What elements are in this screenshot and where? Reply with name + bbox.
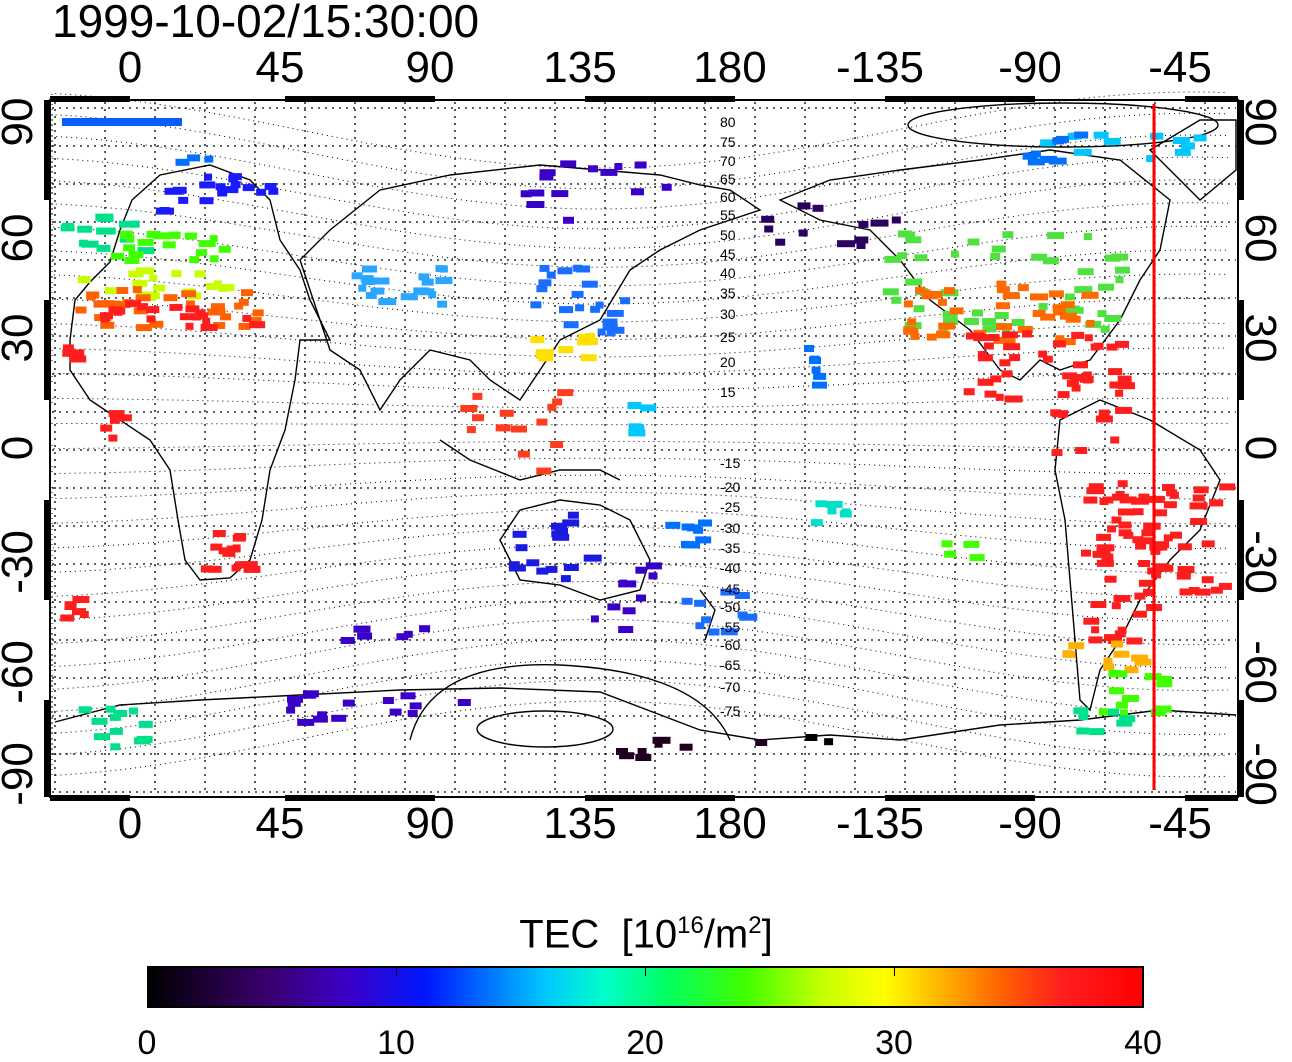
svg-text:-15: -15 xyxy=(720,455,740,471)
svg-text:-60: -60 xyxy=(720,637,740,653)
svg-text:55: 55 xyxy=(720,207,736,223)
coastlines xyxy=(54,102,1237,748)
colorbar-unit-end: ] xyxy=(761,912,773,957)
x-tick-top: -90 xyxy=(998,43,1062,92)
colorbar-tick: 30 xyxy=(875,1024,913,1062)
colorbar-unit-base: [10 xyxy=(621,912,678,957)
svg-text:80: 80 xyxy=(720,114,736,130)
colorbar-tick: 40 xyxy=(1124,1024,1162,1062)
x-tick-bottom: 180 xyxy=(693,799,767,848)
svg-text:20: 20 xyxy=(720,354,736,370)
svg-text:-45: -45 xyxy=(720,581,740,597)
x-tick-bottom: 45 xyxy=(255,799,305,848)
colorbar-label: TEC xyxy=(519,912,600,957)
svg-text:-40: -40 xyxy=(720,560,740,576)
svg-text:-70: -70 xyxy=(720,679,740,695)
svg-text:70: 70 xyxy=(720,153,736,169)
x-tick-top: 0 xyxy=(117,43,143,92)
svg-text:60: 60 xyxy=(720,189,736,205)
svg-text:50: 50 xyxy=(720,227,736,243)
colorbar-tick-mark xyxy=(894,968,895,976)
svg-text:-65: -65 xyxy=(720,657,740,673)
svg-text:-50: -50 xyxy=(720,599,740,615)
colorbar-title: TEC [1016/m2] xyxy=(0,904,1292,956)
x-tick-bottom: 135 xyxy=(543,799,617,848)
svg-text:75: 75 xyxy=(720,134,736,150)
svg-text:-20: -20 xyxy=(720,479,740,495)
tec-map: 80 75 70 65 60 55 50 45 40 35 30 25 20 15 -15 -20 -25 -30… xyxy=(44,91,1244,801)
svg-text:30: 30 xyxy=(720,306,736,322)
x-tick-top: -135 xyxy=(835,43,925,92)
svg-text:-75: -75 xyxy=(720,703,740,719)
map-frame xyxy=(49,99,1239,798)
svg-text:-30: -30 xyxy=(720,520,740,536)
x-tick-bottom: 0 xyxy=(117,799,143,848)
x-tick-top: 180 xyxy=(693,43,767,92)
x-tick-bottom: -135 xyxy=(835,799,925,848)
x-tick-top: 45 xyxy=(255,43,305,92)
y-tick-left: -90 xyxy=(0,742,42,806)
colorbar-tick-mark xyxy=(645,968,646,976)
frame-tick-bars xyxy=(44,96,1244,801)
svg-text:35: 35 xyxy=(720,285,736,301)
colorbar-unit-mid: /m xyxy=(703,912,749,957)
y-tick-right: -90 xyxy=(1236,742,1285,806)
x-tick-bottom: -45 xyxy=(1148,799,1212,848)
x-tick-bottom: -90 xyxy=(998,799,1062,848)
svg-text:40: 40 xyxy=(720,265,736,281)
svg-text:15: 15 xyxy=(720,384,736,400)
timestamp-title: 1999-10-02/15:30:00 xyxy=(52,0,480,47)
colorbar-tick: 0 xyxy=(137,1024,157,1062)
svg-text:-55: -55 xyxy=(720,619,740,635)
svg-text:45: 45 xyxy=(720,246,736,262)
x-tick-top: 135 xyxy=(543,43,617,92)
colorbar xyxy=(147,966,1144,1008)
colorbar-unit-exp: 16 xyxy=(677,912,704,939)
svg-text:-25: -25 xyxy=(720,499,740,515)
mlat-labels: 80 75 70 65 60 55 50 45 40 35 30 25 20 15 -15 -20 -25 -30… xyxy=(720,114,740,719)
grid-lines xyxy=(52,102,1236,795)
svg-text:25: 25 xyxy=(720,329,736,345)
colorbar-unit-exp2: 2 xyxy=(748,912,762,939)
svg-text:65: 65 xyxy=(720,171,736,187)
x-tick-bottom: 90 xyxy=(405,799,455,848)
x-tick-top: 90 xyxy=(405,43,455,92)
colorbar-tick: 10 xyxy=(377,1024,415,1062)
colorbar-tick-mark xyxy=(396,968,397,976)
svg-text:-35: -35 xyxy=(720,540,740,556)
colorbar-tick: 20 xyxy=(626,1024,664,1062)
x-tick-top: -45 xyxy=(1148,43,1212,92)
